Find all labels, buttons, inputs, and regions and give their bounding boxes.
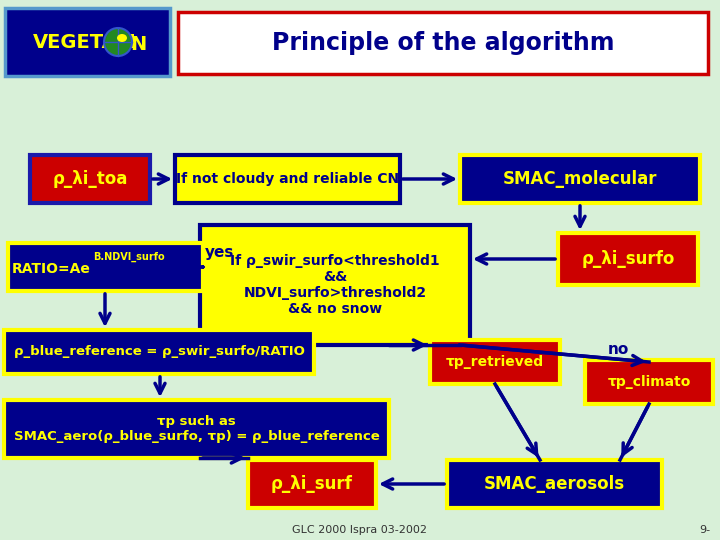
Text: RATIO=Ae: RATIO=Ae (12, 262, 91, 276)
Text: no: no (608, 342, 629, 357)
Text: τp_climato: τp_climato (607, 375, 690, 389)
FancyBboxPatch shape (8, 243, 203, 291)
FancyBboxPatch shape (460, 155, 700, 203)
Text: If ρ_swir_surfo<threshold1
&&
NDVI_surfo>threshold2
&& no snow: If ρ_swir_surfo<threshold1 && NDVI_surfo… (230, 254, 440, 316)
Text: τp such as
SMAC_aero(ρ_blue_surfo, τp) = ρ_blue_reference: τp such as SMAC_aero(ρ_blue_surfo, τp) =… (14, 415, 379, 443)
Text: GLC 2000 Ispra 03-2002: GLC 2000 Ispra 03-2002 (292, 525, 428, 535)
Text: yes: yes (205, 245, 235, 260)
Text: ρ_λi_toa: ρ_λi_toa (53, 170, 127, 188)
FancyBboxPatch shape (430, 340, 560, 384)
Text: τp_retrieved: τp_retrieved (446, 355, 544, 369)
Text: If not cloudy and reliable CN: If not cloudy and reliable CN (176, 172, 399, 186)
Text: 9-: 9- (699, 525, 710, 535)
Text: N: N (130, 36, 146, 55)
Text: Principle of the algorithm: Principle of the algorithm (271, 31, 614, 55)
Text: ρ_λi_surf: ρ_λi_surf (271, 475, 353, 493)
Text: B.NDVI_surfo: B.NDVI_surfo (94, 252, 165, 262)
FancyBboxPatch shape (178, 12, 708, 74)
FancyBboxPatch shape (558, 233, 698, 285)
FancyBboxPatch shape (30, 155, 150, 203)
Text: SMAC_aerosols: SMAC_aerosols (484, 475, 625, 493)
Text: SMAC_molecular: SMAC_molecular (503, 170, 657, 188)
FancyBboxPatch shape (447, 460, 662, 508)
FancyBboxPatch shape (5, 8, 170, 76)
Text: VEGETATI: VEGETATI (33, 32, 137, 51)
FancyBboxPatch shape (4, 400, 389, 458)
FancyBboxPatch shape (585, 360, 713, 404)
FancyBboxPatch shape (248, 460, 376, 508)
Circle shape (104, 28, 132, 56)
Text: ρ_blue_reference = ρ_swir_surfo/RATIO: ρ_blue_reference = ρ_swir_surfo/RATIO (14, 346, 305, 359)
Text: ρ_λi_surfo: ρ_λi_surfo (581, 250, 675, 268)
Ellipse shape (117, 34, 127, 42)
FancyBboxPatch shape (175, 155, 400, 203)
FancyBboxPatch shape (4, 330, 314, 374)
FancyBboxPatch shape (200, 225, 470, 345)
